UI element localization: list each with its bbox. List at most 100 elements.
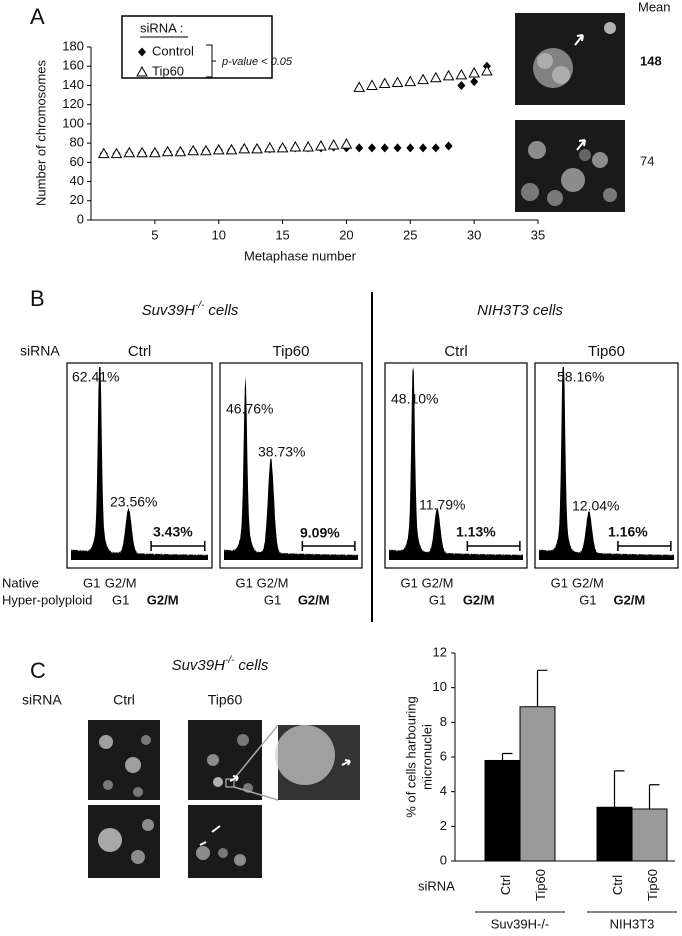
y-tick-label: 60 bbox=[70, 154, 84, 169]
triangle-point bbox=[97, 147, 110, 159]
nucleus bbox=[552, 66, 570, 84]
triangle-point bbox=[391, 76, 404, 88]
micrograph bbox=[88, 720, 160, 800]
poly-percent: 9.09% bbox=[300, 525, 340, 541]
triangle-point bbox=[238, 142, 251, 154]
y-tick-label: 180 bbox=[62, 38, 84, 53]
nucleus bbox=[579, 149, 591, 161]
triangle-point bbox=[289, 140, 302, 152]
y-tick-label: 4 bbox=[440, 783, 447, 798]
arrow bbox=[574, 34, 584, 46]
poly-percent: 1.16% bbox=[608, 524, 648, 540]
gate bbox=[150, 541, 206, 551]
mean-header: Mean bbox=[638, 0, 671, 14]
histogram-frame bbox=[534, 362, 679, 569]
native-g2m: G2/M bbox=[422, 575, 454, 590]
y-tick-label: 8 bbox=[440, 714, 447, 729]
legend-marker bbox=[136, 65, 148, 77]
bar bbox=[631, 808, 668, 862]
native-g1: G1 bbox=[83, 575, 100, 590]
legend-label: Control bbox=[152, 43, 194, 58]
zoom-lines bbox=[233, 724, 279, 801]
g1-percent: 48.10% bbox=[391, 391, 438, 407]
triangle-point bbox=[187, 144, 200, 156]
row-label: siRNA bbox=[22, 692, 62, 708]
hyper-g1: G1 bbox=[579, 592, 596, 607]
g2m-percent: 23.56% bbox=[110, 494, 157, 510]
nucleus bbox=[592, 152, 608, 168]
legend-title: siRNA : bbox=[140, 20, 183, 35]
nucleus bbox=[103, 780, 113, 790]
y-tick-label: 2 bbox=[440, 818, 447, 833]
diamond-point bbox=[406, 143, 415, 153]
nucleus bbox=[537, 53, 553, 69]
row-label: siRNA bbox=[20, 343, 60, 359]
y-tick-label: 10 bbox=[433, 679, 447, 694]
histogram bbox=[71, 367, 208, 560]
hyper-g2m: G2/M bbox=[147, 592, 179, 607]
native-g1: G1 bbox=[400, 575, 417, 590]
y-tick-label: 140 bbox=[62, 77, 84, 92]
title-name: Suv39H bbox=[142, 302, 196, 319]
native-g1: G1 bbox=[551, 575, 568, 590]
gate bbox=[466, 541, 521, 551]
x-tick-label: 10 bbox=[211, 227, 225, 242]
g2m-percent: 38.73% bbox=[258, 444, 305, 460]
nucleus bbox=[237, 734, 249, 746]
hyper-g1: G1 bbox=[429, 592, 446, 607]
triangle-point bbox=[327, 139, 340, 150]
x-tick-label: 20 bbox=[339, 227, 353, 242]
group-label: Suv39H-/- bbox=[491, 916, 550, 931]
section-title: NIH3T3 cells bbox=[477, 302, 563, 319]
triangle-point bbox=[442, 69, 455, 81]
plot-header: Tip60 bbox=[588, 343, 625, 360]
triangle-point bbox=[212, 143, 225, 155]
hyper-g1: G1 bbox=[264, 592, 281, 607]
y-tick-label: 0 bbox=[440, 852, 447, 867]
arrow bbox=[199, 759, 351, 846]
diamond-point bbox=[470, 77, 479, 87]
y-tick-label: 40 bbox=[70, 173, 84, 188]
y-tick-label: 100 bbox=[62, 115, 84, 130]
hyper-g2m: G2/M bbox=[298, 592, 330, 607]
triangle-point bbox=[123, 146, 136, 158]
column-label: Tip60 bbox=[208, 692, 243, 708]
error-bar bbox=[648, 784, 660, 809]
triangle-point bbox=[136, 146, 148, 158]
g1-percent: 46.76% bbox=[226, 401, 273, 417]
nucleus bbox=[133, 787, 143, 797]
x-tick-label: 30 bbox=[467, 227, 481, 242]
triangle-point bbox=[200, 144, 212, 156]
error-bar bbox=[613, 770, 625, 808]
legend-marker bbox=[138, 47, 146, 57]
histogram bbox=[539, 367, 674, 560]
nucleus bbox=[603, 188, 617, 202]
diamond-point bbox=[444, 141, 453, 151]
nucleus bbox=[207, 754, 219, 766]
row-label: Hyper-polyploid bbox=[2, 592, 92, 607]
section-title: Suv39H-/- cells bbox=[142, 300, 239, 319]
nucleus bbox=[275, 725, 335, 785]
diamond-point bbox=[419, 143, 428, 153]
triangle-point bbox=[161, 145, 174, 157]
x-axis-label: Metaphase number bbox=[244, 248, 357, 263]
y-tick-label: 20 bbox=[70, 192, 84, 207]
bar-label: Ctrl bbox=[498, 875, 513, 895]
nucleus bbox=[142, 819, 154, 831]
arrow bbox=[576, 139, 586, 151]
gate bbox=[301, 541, 356, 551]
title-sup: -/- bbox=[225, 655, 235, 666]
y-tick-label: 0 bbox=[77, 211, 84, 226]
native-g2m: G2/M bbox=[105, 575, 137, 590]
title-name: Suv39H bbox=[172, 657, 226, 674]
diamond-point bbox=[380, 143, 389, 153]
bar bbox=[484, 759, 521, 862]
triangle-point bbox=[315, 139, 327, 151]
triangle-point bbox=[378, 77, 391, 89]
triangle-point bbox=[110, 147, 123, 159]
diamond-point bbox=[457, 80, 466, 90]
nucleus bbox=[561, 168, 585, 192]
nucleus bbox=[99, 735, 113, 749]
y-tick-label: 80 bbox=[70, 135, 84, 150]
